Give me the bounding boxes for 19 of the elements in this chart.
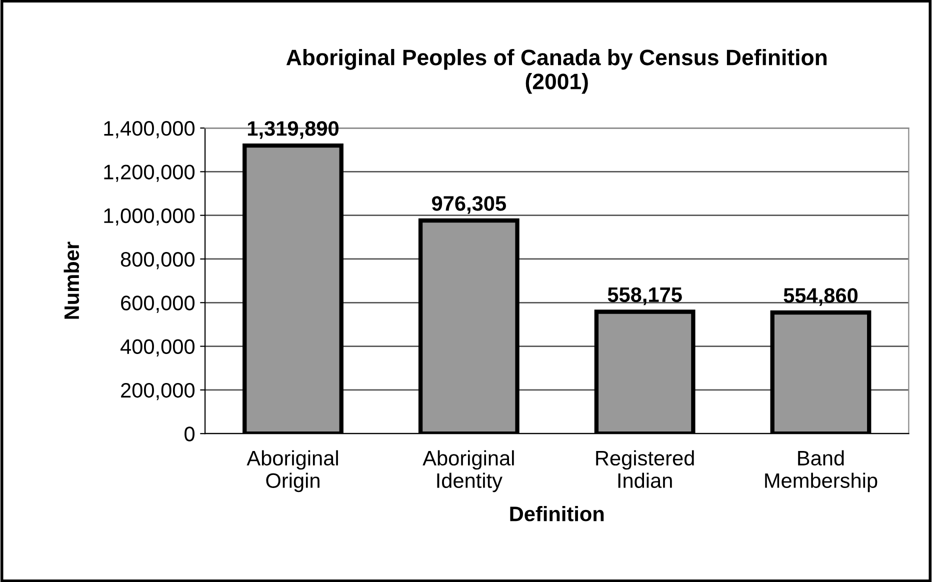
y-axis-title: Number <box>64 242 80 319</box>
x-tick-label: Aboriginal Origin <box>246 450 338 492</box>
x-axis-title: Definition <box>510 506 604 522</box>
y-tick-label: 1,200,000 <box>104 164 195 182</box>
chart-title: Aboriginal Peoples of Canada by Census Definition (2001) <box>286 49 827 94</box>
y-tick-label: 1,400,000 <box>104 121 195 138</box>
y-tick-label: 200,000 <box>121 382 195 400</box>
x-tick-label: Band Membership <box>765 450 878 492</box>
data-label: 558,175 <box>608 287 682 306</box>
x-tick-label: Registered Indian <box>596 450 694 488</box>
data-label: 976,305 <box>432 196 506 214</box>
y-tick-label: 800,000 <box>120 252 195 270</box>
data-label: 1,319,890 <box>248 121 338 139</box>
y-tick-label: 1,000,000 <box>104 208 195 226</box>
y-tick-label: 600,000 <box>121 296 195 313</box>
y-tick-label: 400,000 <box>120 339 195 357</box>
y-tick-label: 0 <box>184 426 195 442</box>
x-tick-label: Aboriginal Identity <box>422 450 514 492</box>
data-label: 554,860 <box>784 288 858 306</box>
